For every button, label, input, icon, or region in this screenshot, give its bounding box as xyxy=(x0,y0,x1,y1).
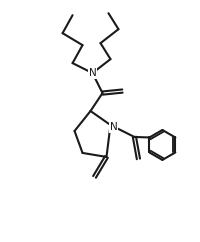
Text: N: N xyxy=(109,122,117,132)
Text: N: N xyxy=(88,68,96,78)
